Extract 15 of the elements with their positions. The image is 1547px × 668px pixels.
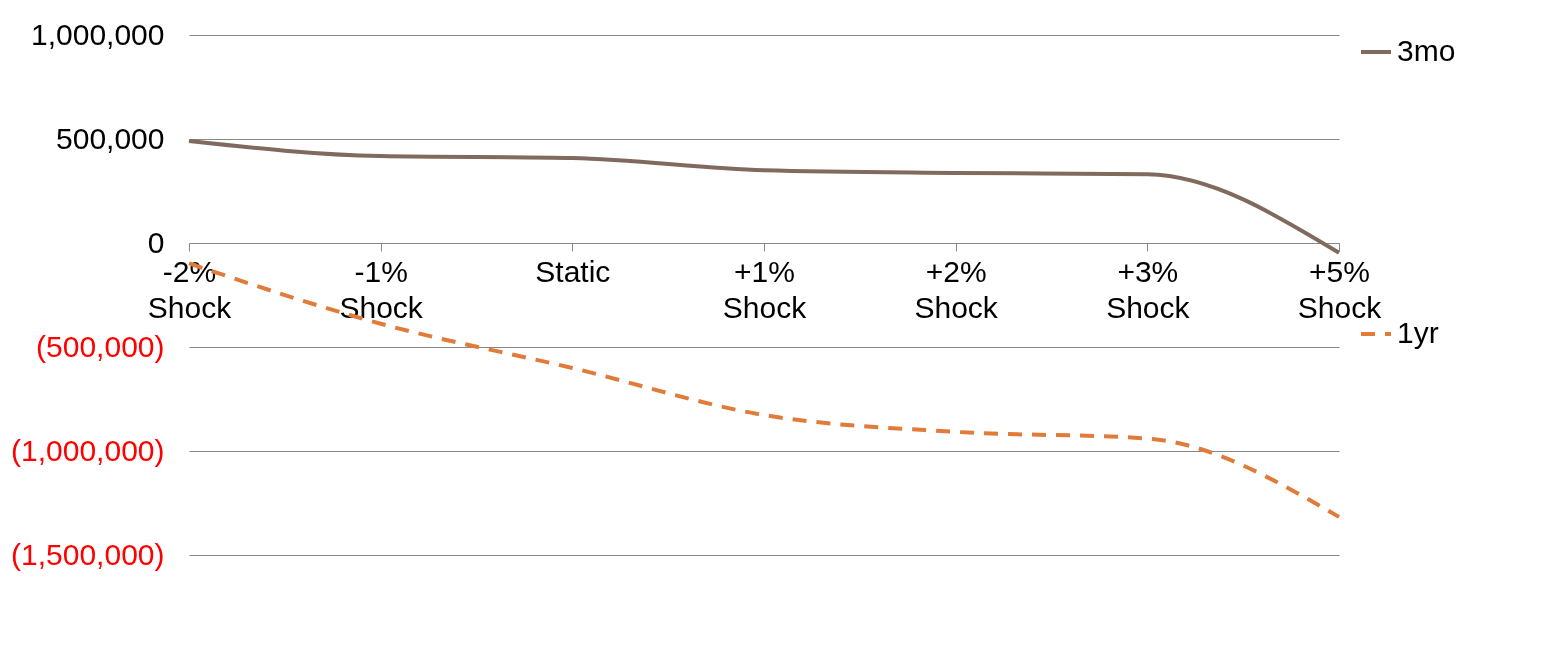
- line-series: [187, 139, 1341, 255]
- legend-label: 3mo: [1397, 34, 1456, 67]
- y-tick-label: 0: [147, 225, 165, 259]
- x-tick-label: Static: [535, 254, 611, 288]
- x-tick-label: +5% Shock: [1297, 254, 1383, 324]
- x-tick-label: +3% Shock: [1106, 254, 1191, 324]
- y-tick-label: (1,500,000): [11, 537, 165, 571]
- y-tick-label: 1,000,000: [31, 17, 165, 51]
- legend-label: 1yr: [1397, 316, 1439, 349]
- x-tick-label: -1% Shock: [339, 254, 424, 324]
- y-tick-label: 500,000: [56, 121, 165, 155]
- y-tick-label: (1,000,000): [11, 433, 165, 467]
- y-tick-label: (500,000): [36, 329, 165, 363]
- x-tick-label: +2% Shock: [914, 254, 999, 324]
- x-tick-label: +1% Shock: [722, 254, 808, 324]
